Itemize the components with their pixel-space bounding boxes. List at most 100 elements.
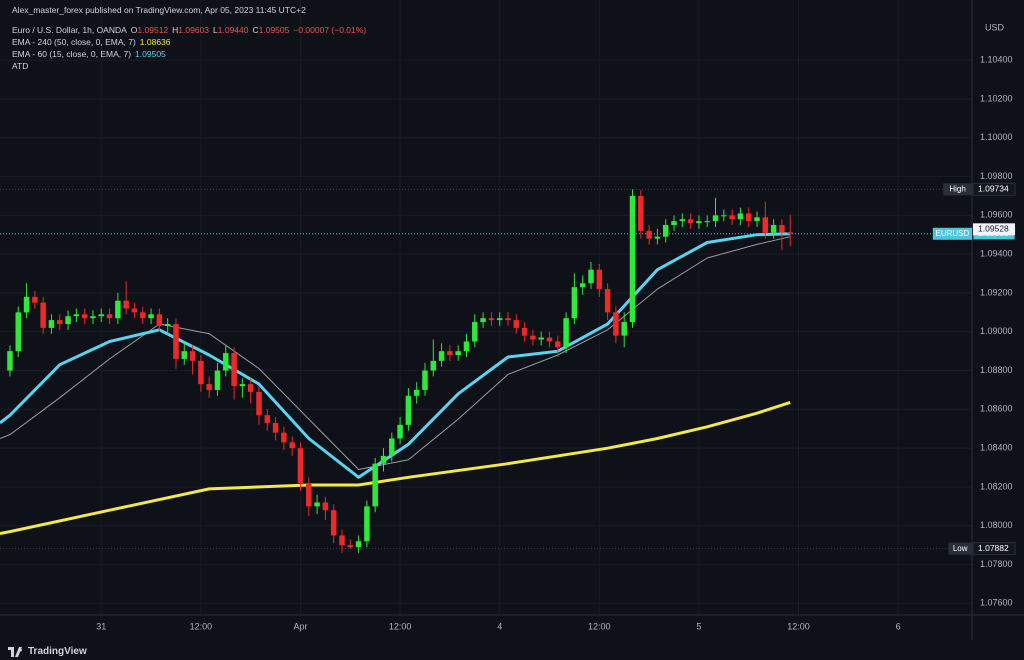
ohlc-item: H1.09603 bbox=[172, 24, 209, 36]
candle-body bbox=[372, 463, 378, 507]
candle-body bbox=[638, 195, 644, 231]
indicator-line bbox=[0, 400, 791, 535]
candle-body bbox=[505, 318, 511, 321]
candle-body bbox=[40, 302, 46, 328]
candle-body bbox=[662, 225, 669, 237]
candle-body bbox=[223, 353, 229, 371]
ohlc-key: C bbox=[252, 25, 259, 35]
last-price: 1.09528 bbox=[978, 224, 1009, 234]
ohlc-value: 1.09603 bbox=[178, 25, 210, 35]
candle-body bbox=[762, 217, 769, 233]
indicator-row: EMA - 60 (15, close, 0, EMA, 7) 1.09505 bbox=[12, 48, 366, 60]
candle-body bbox=[173, 323, 179, 359]
y-tick-label: 1.09800 bbox=[980, 171, 1013, 181]
candle-body bbox=[787, 232, 793, 234]
candle-body bbox=[654, 236, 661, 239]
candle-body bbox=[521, 327, 528, 336]
candle-body bbox=[397, 424, 403, 439]
y-tick-label: 1.08000 bbox=[980, 520, 1013, 530]
candle-body bbox=[231, 353, 237, 387]
y-tick-label: 1.08600 bbox=[980, 404, 1013, 414]
candle-body bbox=[447, 351, 453, 356]
candle-body bbox=[546, 337, 553, 342]
candle-body bbox=[364, 506, 370, 542]
candle-body bbox=[32, 296, 38, 303]
candle-body bbox=[613, 312, 619, 336]
candle-body bbox=[314, 502, 320, 507]
candle-body bbox=[604, 289, 611, 313]
candle-body bbox=[480, 318, 486, 323]
candle-body bbox=[81, 314, 88, 319]
candle-body bbox=[754, 217, 760, 222]
y-tick-label: 1.10200 bbox=[980, 93, 1013, 103]
ohlc-key: H bbox=[172, 25, 179, 35]
marker-label-bg bbox=[943, 183, 972, 196]
indicator-row: ATD bbox=[12, 60, 366, 72]
marker-value-bg bbox=[972, 182, 1016, 196]
indicator-name: EMA - 240 (50, close, 0, EMA, 7) bbox=[12, 37, 136, 47]
candle-body bbox=[588, 269, 594, 284]
candle-body bbox=[729, 215, 735, 220]
x-tick-label: 31 bbox=[96, 621, 106, 631]
brand-icon bbox=[8, 646, 22, 657]
grid bbox=[0, 0, 972, 615]
candle-body bbox=[463, 341, 470, 352]
candle-body bbox=[23, 296, 30, 313]
candle-body bbox=[289, 442, 295, 449]
candle-body bbox=[57, 320, 63, 324]
marker-label: High bbox=[949, 184, 965, 193]
candle-body bbox=[164, 323, 171, 326]
candle-body bbox=[148, 314, 154, 319]
x-tick-label: Apr bbox=[293, 621, 307, 631]
candle-body bbox=[563, 318, 569, 348]
candle-body bbox=[247, 384, 254, 392]
candle-body bbox=[264, 415, 271, 423]
candle-body bbox=[181, 351, 188, 359]
candle-body bbox=[189, 351, 196, 361]
symbol-row: Euro / U.S. Dollar, 1h, OANDA O1.09512 H1… bbox=[12, 24, 366, 36]
candle-body bbox=[596, 269, 603, 290]
candle-body bbox=[438, 351, 445, 361]
candle-body bbox=[745, 213, 752, 222]
candle-body bbox=[389, 438, 395, 456]
ohlc-change: −0.00007 (−0.01%) bbox=[293, 25, 367, 35]
candle-body bbox=[721, 215, 727, 217]
ohlc-item: O1.09512 bbox=[131, 24, 168, 36]
candle-body bbox=[281, 432, 287, 443]
indicator-value: 1.08636 bbox=[139, 37, 171, 47]
candle-body bbox=[355, 541, 362, 548]
y-tick-label: 1.10400 bbox=[980, 55, 1013, 65]
candle-body bbox=[687, 219, 694, 224]
candle-body bbox=[90, 316, 96, 319]
ohlc-value: 1.09440 bbox=[217, 25, 249, 35]
y-tick-label: 1.08800 bbox=[980, 365, 1013, 375]
candle-body bbox=[123, 300, 129, 309]
last-price-bg bbox=[973, 223, 1015, 236]
candle-body bbox=[272, 422, 279, 433]
candle-body bbox=[73, 314, 80, 317]
candle-body bbox=[198, 360, 204, 385]
candle-body bbox=[256, 391, 262, 416]
indicator-value: 1.09505 bbox=[135, 49, 166, 59]
candle-body bbox=[646, 230, 652, 239]
candle-body bbox=[65, 316, 71, 324]
symbol-title: Euro / U.S. Dollar, 1h, OANDA bbox=[12, 25, 127, 35]
candle-body bbox=[306, 483, 312, 507]
candle-body bbox=[472, 322, 478, 342]
indicator-name: EMA - 60 (15, close, 0, EMA, 7) bbox=[12, 49, 132, 59]
candle-body bbox=[621, 322, 627, 336]
x-tick-label: 12:00 bbox=[588, 621, 611, 631]
marker-label-bg bbox=[948, 542, 972, 555]
candle-body bbox=[629, 195, 636, 323]
marker-value: 1.07882 bbox=[978, 543, 1009, 553]
candle-body bbox=[339, 535, 345, 546]
brand-name: TradingView bbox=[28, 646, 87, 657]
candle-body bbox=[322, 502, 329, 511]
marker-value: 1.09734 bbox=[978, 184, 1009, 194]
candle-body bbox=[538, 337, 544, 340]
y-tick-label: 1.08400 bbox=[980, 443, 1013, 453]
brand-logo: TradingView bbox=[8, 646, 87, 657]
legend: Alex_master_forex published on TradingVi… bbox=[12, 4, 366, 72]
candle-body bbox=[679, 219, 686, 222]
